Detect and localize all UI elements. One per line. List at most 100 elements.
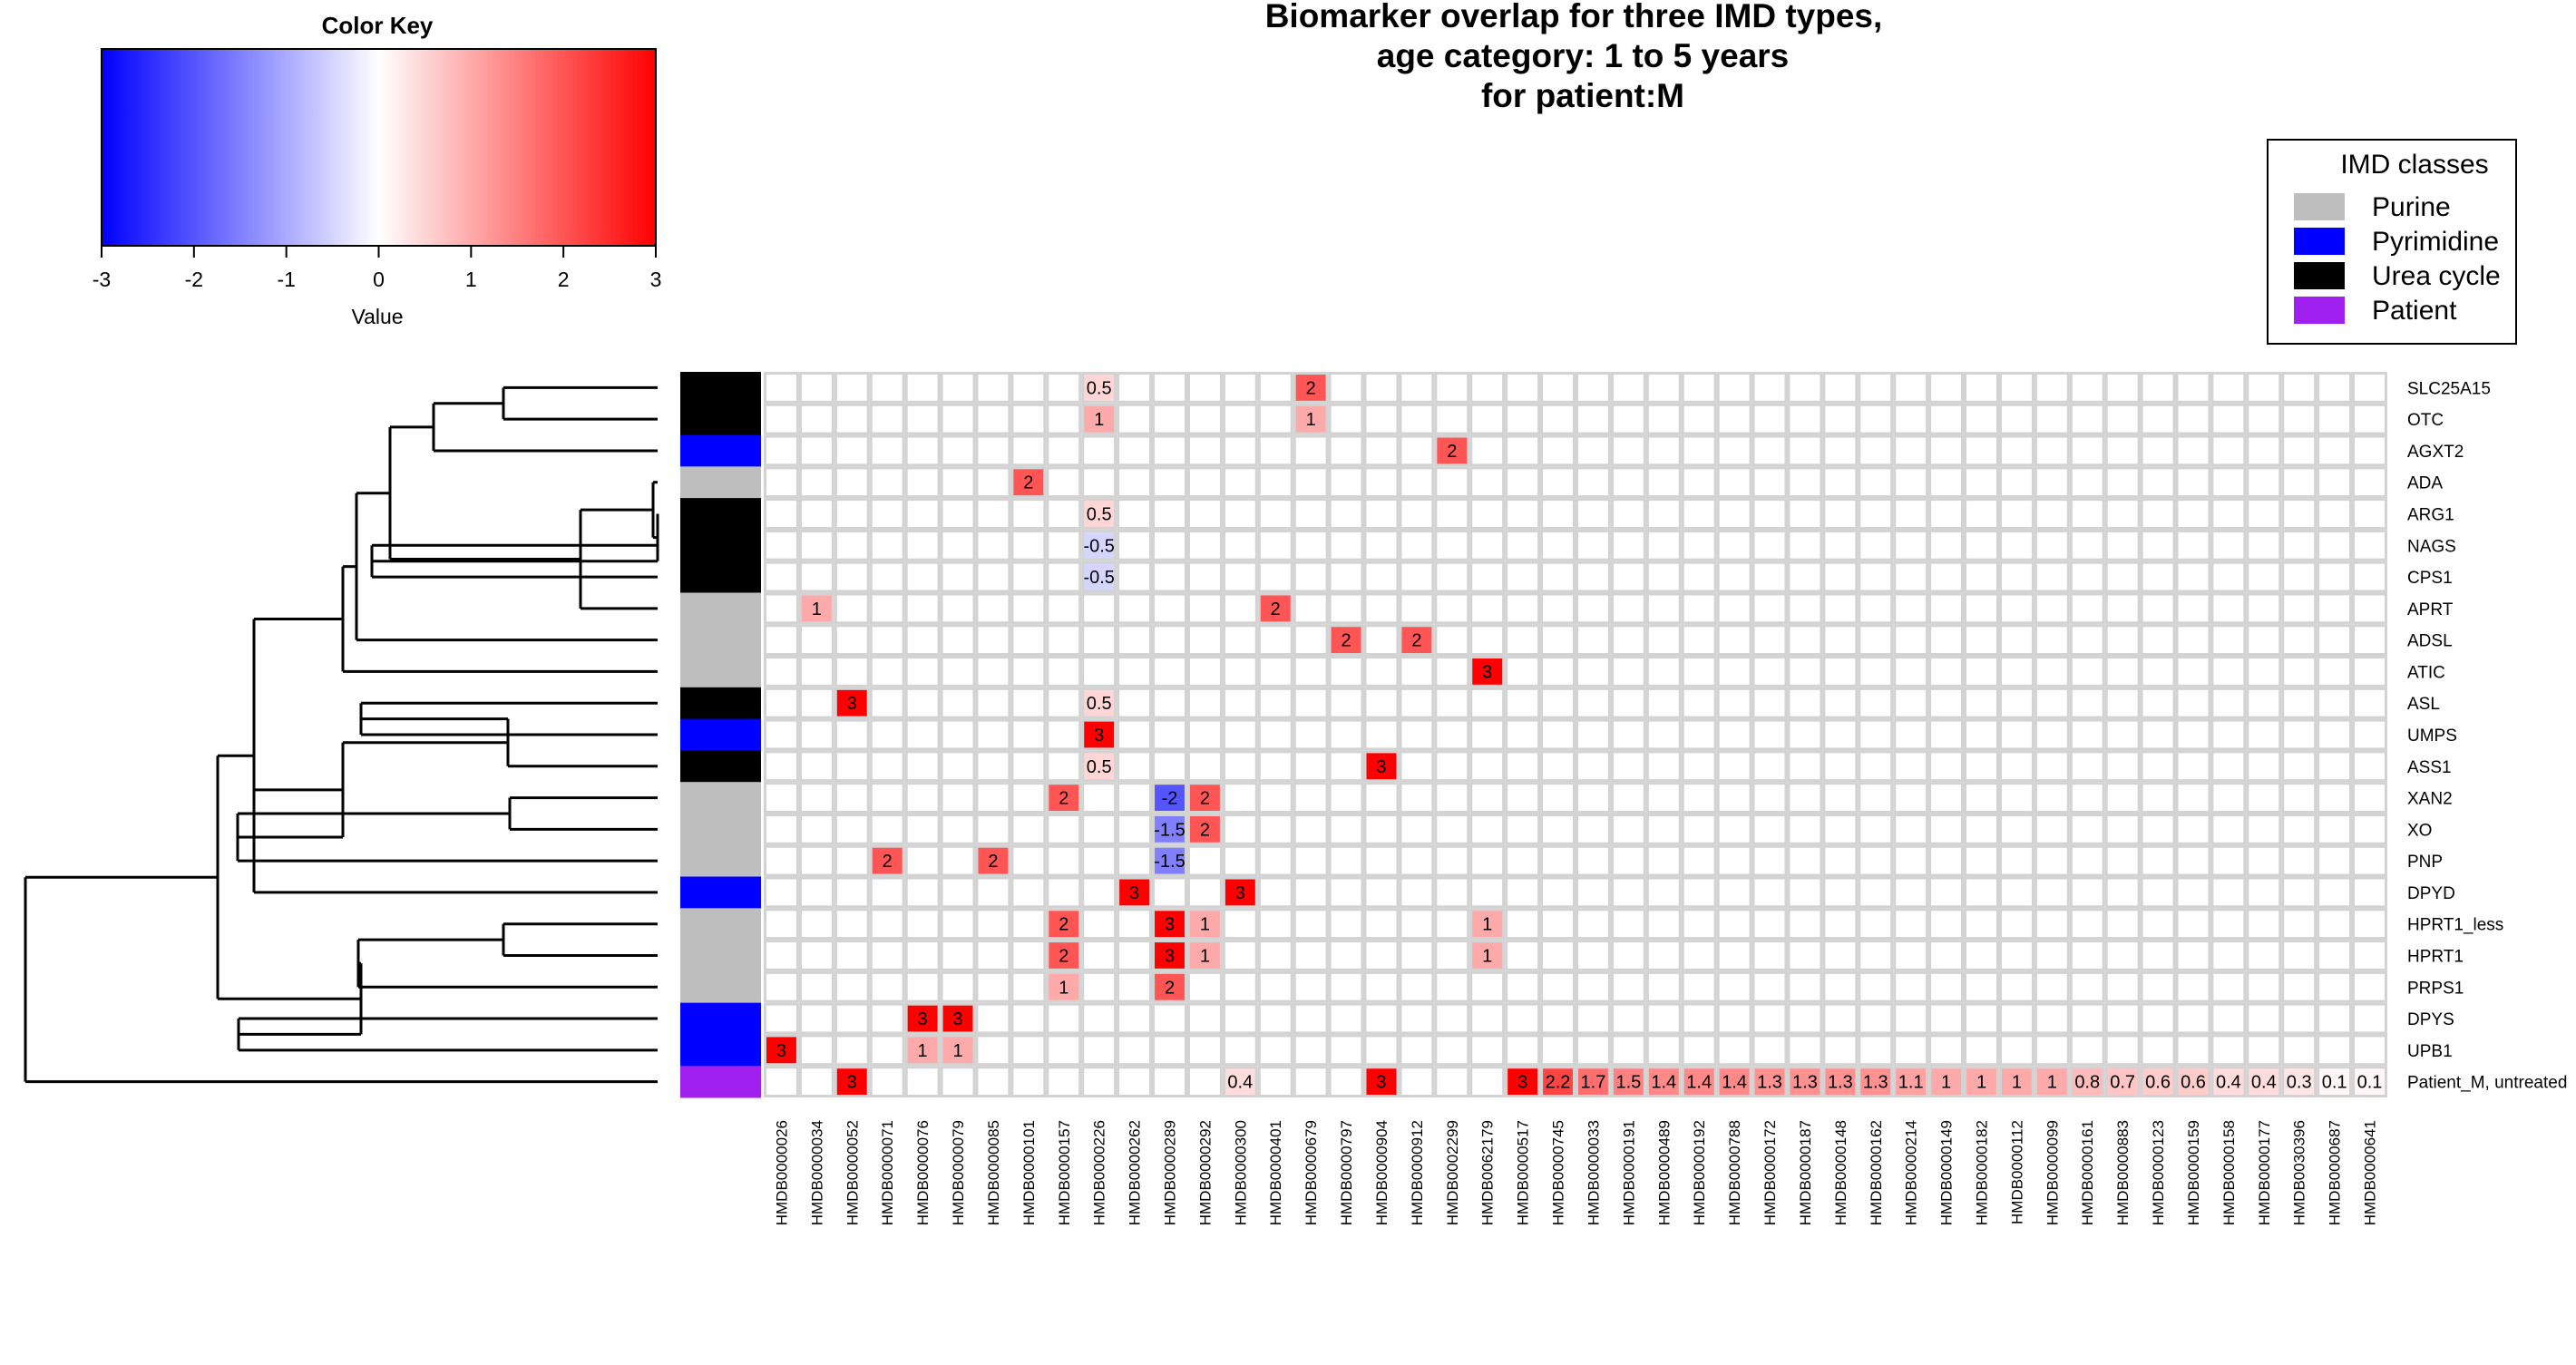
heatmap-cell	[1858, 844, 1894, 877]
heatmap-cell	[798, 498, 834, 530]
heatmap-cell	[1610, 940, 1646, 971]
heatmap-cell	[1928, 529, 1965, 561]
heatmap-cell	[1610, 498, 1646, 530]
heatmap-cell	[2175, 561, 2211, 593]
heatmap-cell	[1998, 498, 2034, 530]
heatmap-cell	[1681, 940, 1717, 971]
heatmap-cell	[1576, 1002, 1611, 1035]
heatmap-cell	[2140, 940, 2176, 971]
heatmap-cell	[1505, 813, 1541, 845]
column-label: HMDB0000076	[914, 1120, 932, 1225]
heatmap-cell	[798, 908, 834, 941]
heatmap-cell	[1257, 908, 1293, 941]
heatmap-cell	[764, 403, 799, 435]
heatmap-cell	[1858, 656, 1894, 687]
heatmap-cell	[904, 782, 941, 814]
heatmap-cell	[1716, 529, 1752, 561]
heatmap-cell	[2175, 813, 2211, 845]
heatmap-cell	[2246, 466, 2282, 499]
heatmap-cell	[1117, 561, 1153, 593]
heatmap-cell	[1434, 466, 1470, 499]
heatmap-cell	[1576, 403, 1611, 435]
heatmap-cell	[1928, 718, 1965, 751]
heatmap-cell	[798, 466, 834, 499]
heatmap-cell	[1328, 687, 1364, 719]
cell-value-label: -1.5	[1154, 852, 1185, 872]
heatmap-cell	[834, 403, 870, 435]
heatmap-cell	[1434, 529, 1470, 561]
heatmap-cell	[1152, 624, 1187, 657]
heatmap-cell	[1928, 970, 1965, 1003]
row-label: ADA	[2407, 474, 2443, 493]
row-label: APRT	[2407, 600, 2454, 619]
heatmap-cell	[834, 1034, 870, 1067]
heatmap-cell	[2140, 1034, 2176, 1067]
heatmap-cell	[1610, 434, 1646, 467]
class-bar-cell	[680, 498, 761, 531]
heatmap-cell	[798, 844, 834, 877]
heatmap-cell	[1399, 750, 1435, 783]
heatmap-cell	[2175, 403, 2211, 435]
heatmap-cell	[1822, 940, 1859, 971]
cell-value-label: 0.4	[1227, 1073, 1253, 1093]
heatmap-cell	[1363, 466, 1400, 499]
heatmap-cell	[764, 970, 799, 1003]
heatmap-cell	[1010, 844, 1047, 877]
heatmap-cell	[1716, 844, 1752, 877]
heatmap-cell	[1046, 592, 1082, 625]
heatmap-cell	[1328, 782, 1364, 814]
heatmap-cell	[798, 782, 834, 814]
heatmap-cell	[2281, 876, 2317, 909]
heatmap-cell	[1751, 908, 1788, 941]
heatmap-cell	[1787, 466, 1823, 499]
heatmap-cell	[1610, 1034, 1646, 1067]
cell-value-label: 1.3	[1863, 1073, 1888, 1093]
heatmap-cell	[2034, 498, 2070, 530]
heatmap-cell	[1328, 1066, 1364, 1098]
column-label: HMDB0000161	[2079, 1120, 2096, 1225]
heatmap-cell	[1822, 1034, 1859, 1067]
heatmap-cell	[1152, 1034, 1187, 1067]
heatmap-cell-filled	[2246, 1066, 2282, 1098]
heatmap-cell	[1716, 687, 1752, 719]
heatmap-cell-filled	[1964, 1066, 1999, 1098]
heatmap-cell	[1186, 561, 1223, 593]
heatmap-cell	[1010, 782, 1047, 814]
heatmap-cell	[904, 466, 941, 499]
heatmap-cell	[1998, 561, 2034, 593]
heatmap-cell	[1928, 656, 1965, 687]
heatmap-cell	[1964, 940, 1999, 971]
heatmap-cell	[2246, 970, 2282, 1003]
heatmap-cell	[1328, 466, 1364, 499]
heatmap-cell	[1576, 529, 1611, 561]
color-key-tick-label: -1	[277, 268, 295, 291]
heatmap-cell	[1610, 561, 1646, 593]
heatmap-cell	[1751, 844, 1788, 877]
heatmap-cell	[1576, 434, 1611, 467]
heatmap-cell	[1010, 1002, 1047, 1035]
heatmap-cell	[834, 561, 870, 593]
heatmap-cell	[1222, 1034, 1258, 1067]
heatmap-cell	[1293, 466, 1329, 499]
column-label: HMDB0000401	[1267, 1120, 1284, 1225]
heatmap-cell	[1222, 782, 1258, 814]
heatmap-cell	[1964, 844, 1999, 877]
heatmap-cell	[1293, 434, 1329, 467]
heatmap-cell	[2175, 970, 2211, 1003]
heatmap-cell	[1469, 529, 1506, 561]
heatmap-cell	[1893, 908, 1929, 941]
cell-value-label: 0.5	[1087, 694, 1112, 714]
heatmap-cell	[1186, 876, 1223, 909]
heatmap-cell-filled	[1858, 1066, 1894, 1098]
heatmap-cell	[2352, 844, 2387, 877]
heatmap-cell	[1964, 529, 1999, 561]
heatmap-cell	[2352, 656, 2387, 687]
heatmap-cell	[1399, 498, 1435, 530]
heatmap-cell	[1751, 403, 1788, 435]
heatmap-cell	[1822, 624, 1859, 657]
heatmap-cell	[2210, 592, 2247, 625]
heatmap-cell	[975, 1002, 1011, 1035]
color-key-tick-label: 0	[373, 268, 385, 291]
cell-value-label: 0.8	[2074, 1073, 2100, 1093]
heatmap-cell	[2140, 1002, 2176, 1035]
